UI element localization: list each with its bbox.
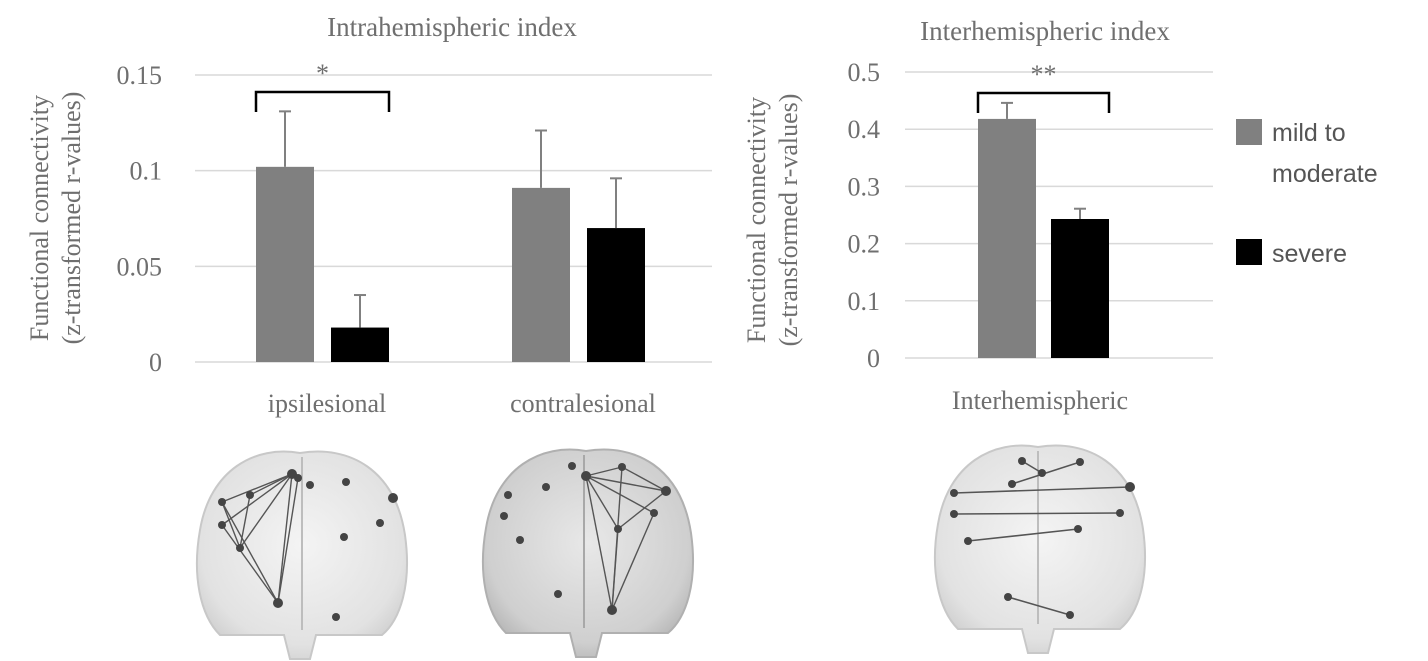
chart2-category-interhemispheric: Interhemispheric	[952, 386, 1128, 415]
legend-label-mild-line2: moderate	[1272, 160, 1378, 188]
chart1-category-ipsilesional: ipsilesional	[268, 389, 386, 418]
chart2-significance-label: **	[1031, 60, 1057, 89]
brain-interhemispheric	[933, 444, 1147, 654]
network-nodes	[218, 469, 398, 621]
y-tick-label: 0.4	[848, 115, 881, 144]
legend-label-severe: severe	[1272, 240, 1347, 268]
chart1-y-ticks: 0 0.05 0.1 0.15	[117, 61, 163, 377]
chart1-ylabel-line2: (z-transformed r-values)	[57, 92, 86, 345]
y-tick-label: 0	[867, 344, 880, 373]
y-tick-label: 0.15	[117, 61, 163, 90]
error-bar	[1001, 101, 1013, 119]
y-tick-label: 0.3	[848, 172, 881, 201]
error-bar	[1074, 207, 1086, 220]
chart1-ylabel: Functional connectivity (z-transformed r…	[25, 92, 86, 345]
network-edges	[585, 466, 667, 611]
bar-severe-ipsilesional	[331, 327, 389, 362]
network-nodes	[950, 457, 1135, 619]
error-bar	[610, 177, 622, 229]
y-tick-label: 0.5	[848, 58, 881, 87]
brain-shape	[933, 444, 1147, 654]
bar-mild-to-moderate-interhemispheric	[978, 118, 1036, 359]
legend-label-mild-line1: mild to	[1272, 119, 1346, 147]
y-tick-label: 0.2	[848, 230, 881, 259]
legend-swatch-severe	[1236, 239, 1262, 265]
chart2-error-bars	[1001, 101, 1086, 220]
bar-mild-to-moderate-ipsilesional	[256, 166, 314, 362]
network-nodes	[500, 462, 671, 615]
chart1-significance-bracket	[254, 90, 391, 112]
chart1-ylabel-line1: Functional connectivity	[25, 95, 54, 341]
chart2-ylabel-line1: Functional connectivity	[742, 97, 771, 343]
chart-intrahemispheric: Intrahemispheric index Functional connec…	[25, 12, 712, 418]
bar-severe-contralesional	[587, 228, 645, 362]
legend: mild to moderate severe	[1236, 119, 1378, 268]
chart-interhemispheric: Interhemispheric index Functional connec…	[742, 16, 1378, 415]
y-tick-label: 0.1	[130, 157, 163, 186]
brain-contralesional	[481, 448, 695, 658]
chart1-category-contralesional: contralesional	[510, 389, 656, 418]
chart2-y-ticks: 0 0.1 0.2 0.3 0.4 0.5	[848, 58, 881, 373]
chart2-bars	[978, 118, 1109, 359]
chart2-ylabel-line2: (z-transformed r-values)	[774, 94, 803, 347]
brain-ipsilesional	[195, 450, 409, 660]
chart2-significance-bracket	[976, 91, 1111, 113]
y-tick-label: 0.05	[117, 252, 163, 281]
network-edges	[221, 473, 299, 604]
chart1-significance-label: *	[316, 59, 329, 88]
chart2-ylabel: Functional connectivity (z-transformed r…	[742, 94, 803, 347]
bar-severe-interhemispheric	[1051, 219, 1109, 358]
chart1-error-bars	[279, 110, 622, 328]
brain-shape	[481, 448, 695, 658]
error-bar	[279, 110, 291, 167]
y-tick-label: 0.1	[848, 287, 881, 316]
legend-swatch-mild-to-moderate	[1236, 119, 1262, 145]
bar-mild-to-moderate-contralesional	[512, 187, 570, 362]
error-bar	[354, 294, 366, 328]
chart1-title: Intrahemispheric index	[327, 12, 577, 42]
chart1-bars	[256, 166, 645, 362]
y-tick-label: 0	[149, 348, 162, 377]
chart2-title: Interhemispheric index	[920, 16, 1170, 46]
error-bar	[535, 129, 547, 188]
